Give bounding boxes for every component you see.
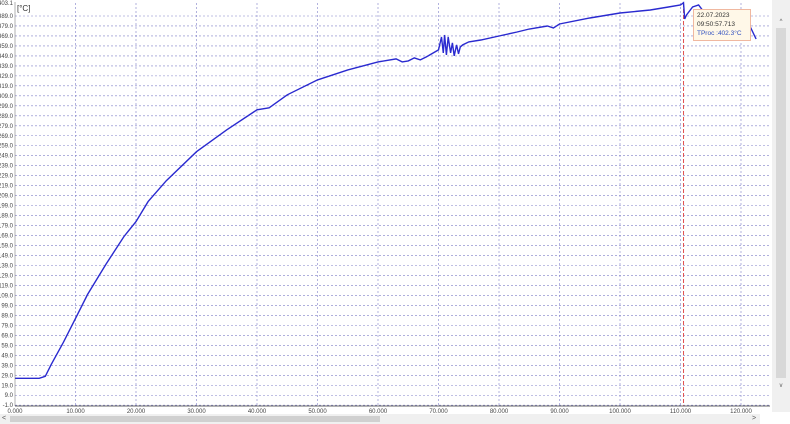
y-tick-label: 319.0 [0,84,14,90]
y-tick-label: 39.0 [1,363,13,369]
scroll-down-button[interactable]: v [779,383,783,389]
y-tick-label: 169.0 [0,234,14,240]
y-tick-label: 19.0 [1,383,13,389]
y-tick-label: 279.0 [0,124,14,130]
vertical-scrollbar[interactable]: ^ v [772,0,790,412]
y-tick-label: 199.0 [0,204,14,210]
y-tick-label: 299.0 [0,104,14,110]
series-line-tproc [15,1,757,379]
y-tick-label: 129.0 [0,273,14,279]
y-tick-label: 119.0 [0,283,14,289]
y-tick-label: 99.0 [1,303,13,309]
x-tick-label: 40.000 [248,409,267,414]
y-tick-label: 349.0 [0,54,14,60]
y-tick-label: 389.0 [0,14,14,20]
scroll-up-button[interactable]: ^ [779,19,783,25]
x-tick-label: 120.000 [730,409,752,414]
x-tick-label: 70.000 [429,409,448,414]
vertical-scroll-thumb[interactable] [776,28,786,378]
tooltip-time: 09:50:57.713 [697,21,735,28]
y-tick-label: 403.1 [0,1,14,7]
tooltip-date: 22.07.2023 [697,12,730,19]
y-tick-label: 189.0 [0,214,14,220]
x-tick-label: 90.000 [550,409,569,414]
y-tick-label: 239.0 [0,164,14,170]
x-tick-label: 110.000 [670,409,692,414]
x-tick-label: 20.000 [127,409,146,414]
x-tick-label: 60.000 [369,409,388,414]
y-tick-label: 339.0 [0,64,14,70]
y-tick-label: 379.0 [0,24,14,30]
x-tick-label: 0.000 [7,409,23,414]
cursor-tooltip: 22.07.2023 09:50:57.713 TProc :402.3°C [693,9,751,41]
tooltip-value: TProc :402.3°C [697,30,742,37]
horizontal-scrollbar[interactable]: < > [0,414,760,424]
y-tick-label: 9.0 [5,393,14,399]
x-tick-label: 100.000 [609,409,631,414]
y-tick-label: 209.0 [0,194,14,200]
x-tick-label: 10.000 [66,409,85,414]
scroll-left-button[interactable]: < [2,415,7,422]
y-axis-ticks: 403.1 389.0 379.0 369.0 359.0 349.0 339.0 329.0… [0,1,14,409]
y-tick-label: 149.0 [0,254,14,260]
temperature-chart: 403.1 389.0 379.0 369.0 359.0 349.0 339.0 329.0… [0,1,770,414]
y-tick-label: 329.0 [0,74,14,80]
y-tick-label: 369.0 [0,34,14,40]
y-tick-label: 139.0 [0,264,14,270]
y-tick-label: 159.0 [0,244,14,250]
y-tick-label: 359.0 [0,44,14,50]
y-tick-label: 69.0 [1,333,13,339]
scroll-right-button[interactable]: > [752,415,757,422]
grid [15,3,770,406]
y-tick-label: 219.0 [0,184,14,190]
y-tick-label: 229.0 [0,174,14,180]
y-tick-label: 29.0 [1,373,13,379]
y-tick-label: -1.0 [3,403,14,409]
y-tick-label: 269.0 [0,134,14,140]
x-axis-ticks: 0.000 10.000 20.000 30.000 40.000 50.000 60.00… [7,409,752,414]
y-tick-label: 259.0 [0,144,14,150]
x-tick-label: 50.000 [308,409,327,414]
horizontal-scroll-thumb[interactable] [10,416,380,422]
y-tick-label: 59.0 [1,343,13,349]
y-tick-label: 249.0 [0,154,14,160]
y-tick-label: 309.0 [0,94,14,100]
y-tick-label: 89.0 [1,313,13,319]
y-tick-label: 79.0 [1,323,13,329]
y-unit-label: [°C] [17,4,30,13]
y-tick-label: 49.0 [1,353,13,359]
x-tick-label: 80.000 [490,409,509,414]
x-tick-label: 30.000 [187,409,206,414]
y-tick-label: 179.0 [0,224,14,230]
y-tick-label: 289.0 [0,114,14,120]
y-tick-label: 109.0 [0,293,14,299]
